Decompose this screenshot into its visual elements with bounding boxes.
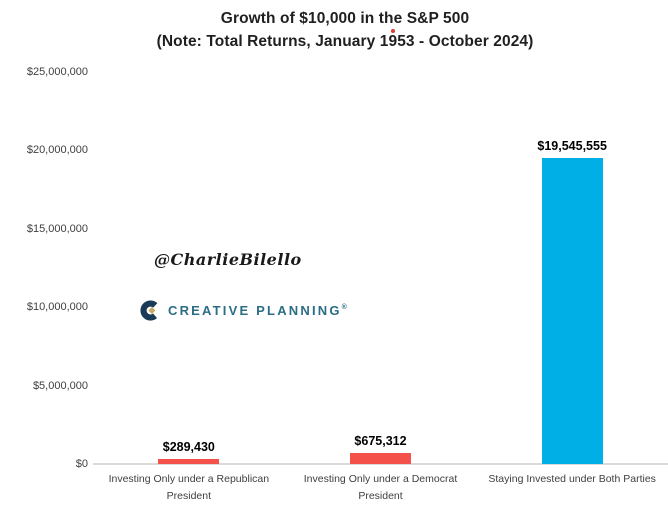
bar-value-label-both-parties: $19,545,555 <box>537 139 607 153</box>
chart-title: Growth of $10,000 in the S&P 500 (Note: … <box>35 7 655 53</box>
x-axis-line <box>93 463 668 465</box>
bar-both-parties <box>541 158 603 464</box>
y-axis-tick-label: $0 <box>75 458 88 470</box>
creative-planning-c-mark-icon <box>140 300 161 321</box>
chart-title-line1: Growth of $10,000 in the S&P 500 <box>220 10 470 27</box>
y-axis-tick-label: $20,000,000 <box>26 144 88 157</box>
logo-text: CREATIVE PLANNING® <box>168 303 350 318</box>
y-axis-tick-label: $25,000,000 <box>26 66 88 78</box>
creative-planning-logo: CREATIVE PLANNING® <box>140 300 349 321</box>
spellcheck-dot-artifact <box>391 29 395 33</box>
watermark-handle: @CharlieBilello <box>154 250 302 269</box>
y-axis-tick-label: $10,000,000 <box>26 301 88 314</box>
x-axis-label-democrat-only: Investing Only under a Democrat Presiden… <box>303 473 458 502</box>
y-axis-tick-label: $15,000,000 <box>26 222 88 235</box>
registered-mark: ® <box>341 304 350 311</box>
bar-democrat-only <box>350 453 411 464</box>
x-axis-label-both-parties: Staying Invested under Both Parties <box>488 473 656 485</box>
bar-republican-only <box>158 459 220 464</box>
y-axis-tick-label: $5,000,000 <box>32 379 88 392</box>
bar-value-label-republican-only: $289,430 <box>162 440 215 454</box>
bar-value-label-democrat-only: $675,312 <box>354 434 407 448</box>
x-axis-label-republican-only: Investing Only under a Republican Presid… <box>108 473 270 502</box>
chart-title-line2: (Note: Total Returns, January 1953 - Oct… <box>156 33 534 50</box>
